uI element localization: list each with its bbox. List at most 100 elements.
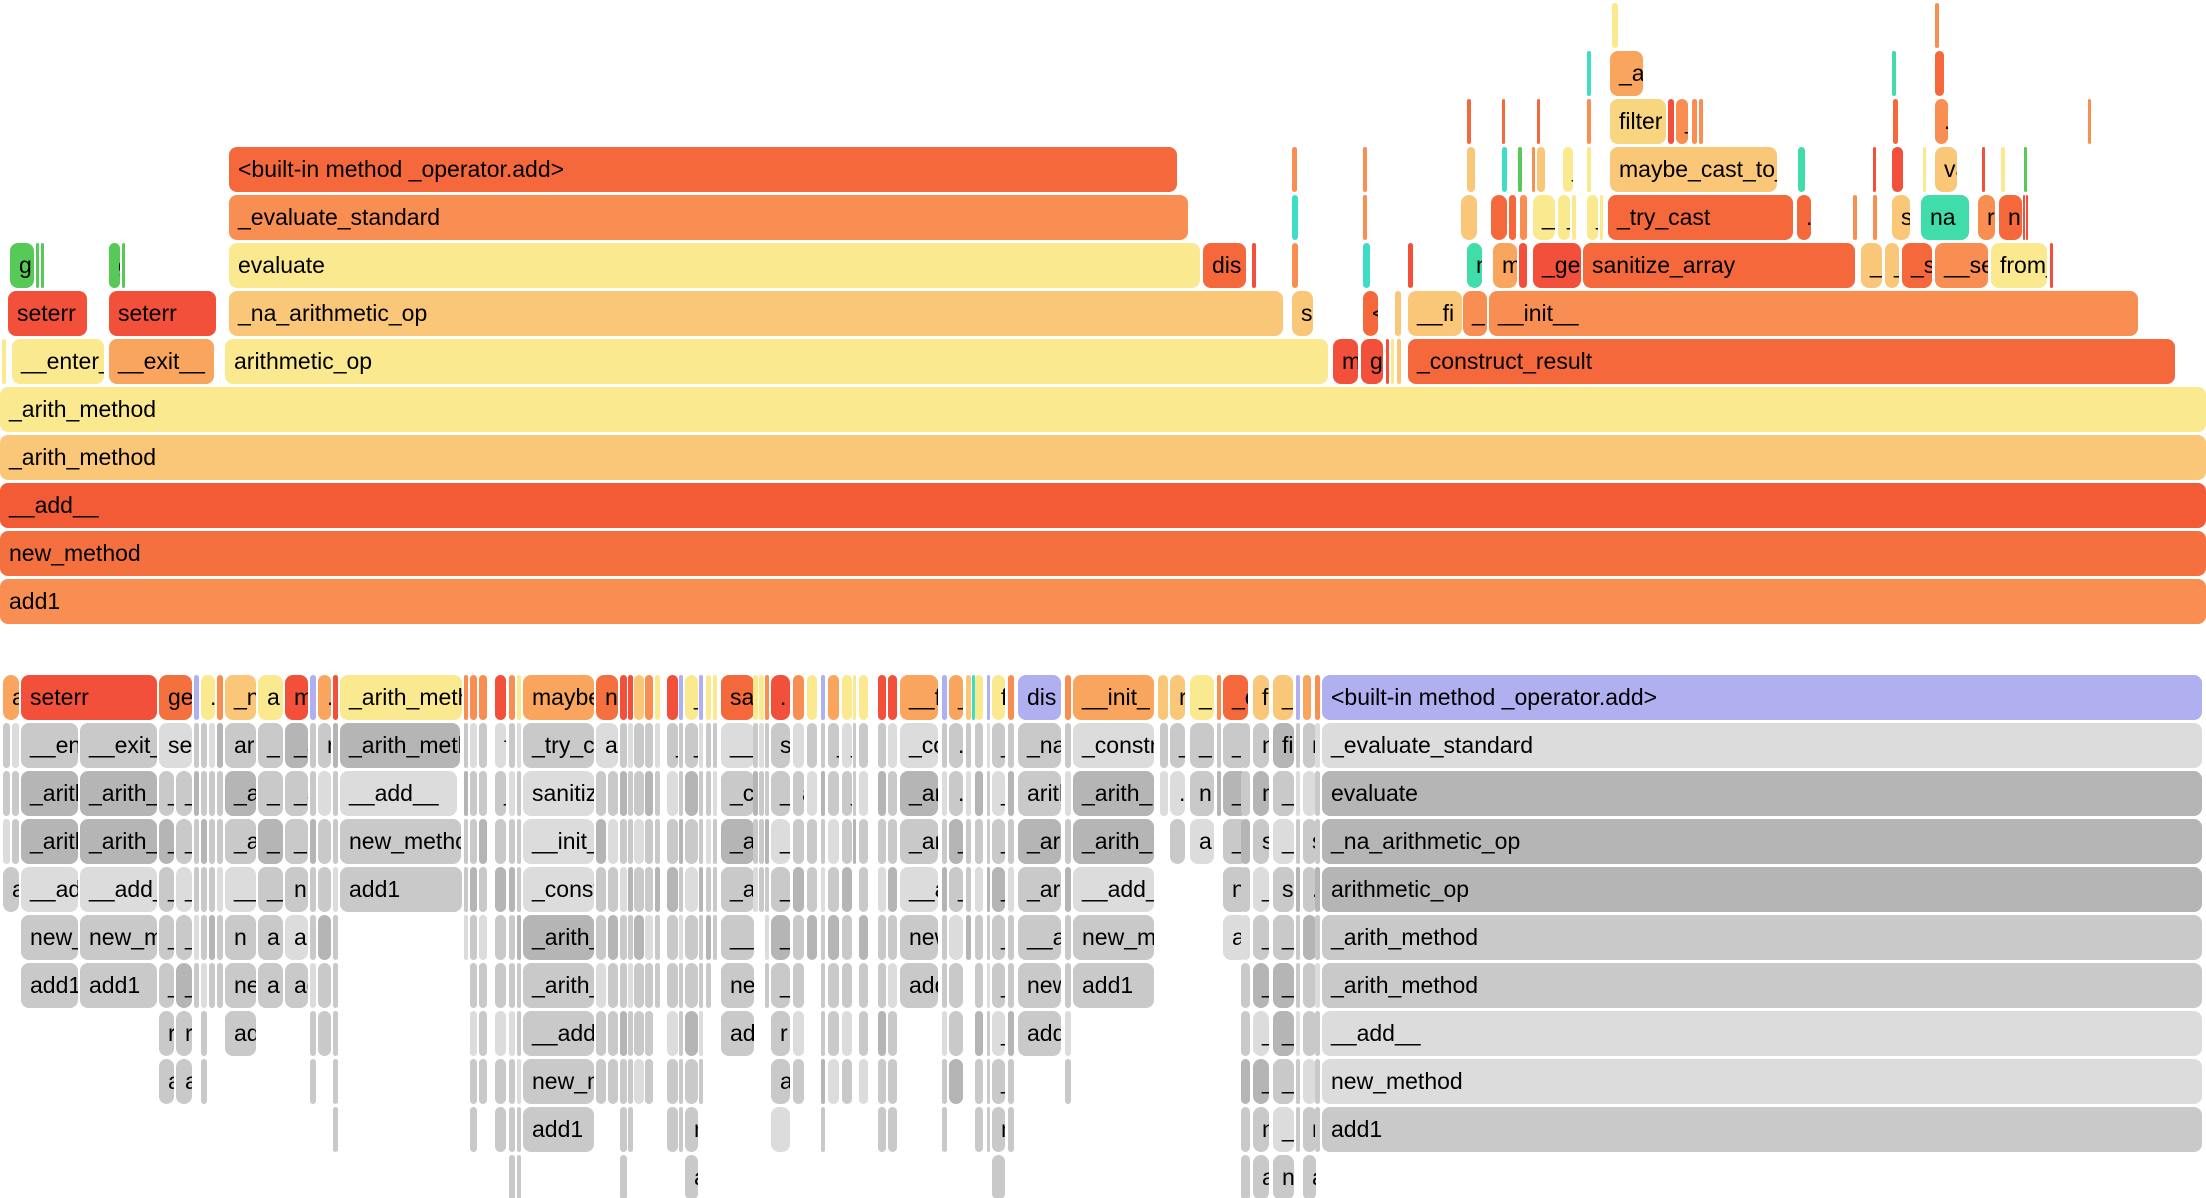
flame-frame[interactable] [966, 819, 971, 864]
flame-frame[interactable] [842, 819, 852, 864]
flame-frame[interactable]: _construct_result [1408, 339, 2175, 384]
flame-frame[interactable] [1252, 243, 1256, 288]
flame-frame[interactable] [470, 1107, 477, 1152]
flame-frame[interactable]: _ [159, 771, 174, 816]
flame-frame[interactable] [628, 963, 633, 1008]
flame-frame[interactable]: __ [225, 867, 256, 912]
flame-frame[interactable] [333, 723, 338, 768]
flame-frame[interactable] [509, 963, 515, 1008]
flame-frame[interactable]: va [1935, 147, 1957, 192]
flame-frame[interactable] [765, 963, 769, 1008]
flame-frame[interactable] [1502, 147, 1507, 192]
flame-frame[interactable] [470, 771, 477, 816]
flame-frame[interactable] [628, 723, 633, 768]
flame-frame[interactable] [1935, 3, 1939, 48]
flame-frame[interactable]: dis [1203, 243, 1246, 288]
flame-frame[interactable] [1008, 1107, 1014, 1152]
flame-frame[interactable]: __add__ [0, 483, 2206, 528]
flame-frame[interactable]: add1 [21, 963, 78, 1008]
flame-frame[interactable] [509, 723, 515, 768]
flame-frame[interactable] [1296, 1011, 1300, 1056]
flame-frame[interactable]: _a [285, 723, 308, 768]
flame-frame[interactable] [949, 915, 963, 960]
flame-frame[interactable]: __add__ [900, 867, 938, 912]
flame-frame[interactable]: a [596, 1059, 606, 1104]
flame-frame[interactable] [318, 771, 331, 816]
flame-frame[interactable]: a [285, 915, 308, 960]
flame-frame[interactable] [596, 819, 606, 864]
flame-frame[interactable] [987, 771, 990, 816]
flame-frame[interactable]: _ge [1533, 243, 1581, 288]
flame-frame[interactable] [987, 675, 990, 720]
flame-frame[interactable] [793, 867, 804, 912]
flame-frame[interactable] [634, 723, 644, 768]
flame-frame[interactable]: _arith_method [0, 435, 2206, 480]
flame-frame[interactable] [679, 675, 683, 720]
flame-frame[interactable]: r [771, 1011, 790, 1056]
flame-frame[interactable]: _ [667, 723, 678, 768]
flame-frame[interactable]: evaluate [229, 243, 1200, 288]
flame-frame[interactable] [699, 771, 703, 816]
flame-frame[interactable] [464, 867, 468, 912]
flame-frame[interactable] [713, 915, 717, 960]
flame-frame[interactable]: _ [1253, 963, 1269, 1008]
flame-frame[interactable] [1296, 675, 1300, 720]
flame-frame[interactable] [517, 723, 521, 768]
flame-frame[interactable] [667, 1059, 678, 1104]
flame-frame[interactable]: _ [771, 915, 790, 960]
flame-frame[interactable]: _ [258, 723, 283, 768]
flame-frame[interactable]: __exit__ [109, 339, 214, 384]
flame-frame[interactable] [685, 867, 698, 912]
flame-frame[interactable]: _ [828, 723, 839, 768]
flame-frame[interactable]: __f [900, 675, 938, 720]
flame-frame[interactable]: r [1303, 1107, 1316, 1152]
flame-frame[interactable] [201, 915, 207, 960]
flame-frame[interactable] [828, 867, 839, 912]
flame-frame[interactable] [1893, 99, 1898, 144]
flame-frame[interactable] [1065, 675, 1071, 720]
flame-frame[interactable] [2026, 195, 2028, 240]
flame-frame[interactable]: _arith_method [1322, 963, 2202, 1008]
flame-frame[interactable] [1873, 147, 1876, 192]
flame-frame[interactable] [753, 867, 758, 912]
flame-frame[interactable] [1692, 99, 1697, 144]
flame-frame[interactable]: _ [771, 867, 790, 912]
flame-frame[interactable] [209, 723, 215, 768]
flame-frame[interactable] [1408, 243, 1413, 288]
flame-frame[interactable] [966, 723, 971, 768]
flame-frame[interactable]: from_ [1991, 243, 2047, 288]
flame-frame[interactable] [1391, 339, 1394, 384]
flame-frame[interactable]: m [1493, 243, 1517, 288]
flame-frame[interactable] [517, 819, 521, 864]
flame-frame[interactable]: _ [771, 819, 790, 864]
flame-frame[interactable] [859, 867, 868, 912]
flame-frame[interactable] [685, 819, 698, 864]
flame-frame[interactable] [679, 1011, 683, 1056]
flame-frame[interactable]: _arith_method [523, 915, 594, 960]
flame-frame[interactable] [793, 723, 804, 768]
flame-frame[interactable] [793, 1011, 804, 1056]
flame-frame[interactable] [713, 771, 717, 816]
flame-frame[interactable] [1587, 99, 1591, 144]
flame-frame[interactable] [470, 963, 477, 1008]
flame-frame[interactable] [713, 675, 717, 720]
flame-frame[interactable] [1600, 195, 1603, 240]
flame-frame[interactable] [1386, 339, 1389, 384]
flame-frame[interactable]: . [1170, 771, 1185, 816]
flame-frame[interactable]: f [479, 723, 487, 768]
flame-frame[interactable] [194, 723, 199, 768]
flame-frame[interactable] [628, 1059, 633, 1104]
flame-frame[interactable]: . [1892, 147, 1903, 192]
flame-frame[interactable] [201, 963, 207, 1008]
flame-frame[interactable] [1292, 195, 1298, 240]
flame-frame[interactable] [667, 1107, 678, 1152]
flame-frame[interactable] [1518, 147, 1522, 192]
flame-frame[interactable] [1296, 1107, 1300, 1152]
flame-frame[interactable] [1008, 867, 1014, 912]
flame-frame[interactable] [310, 1011, 316, 1056]
flame-frame[interactable] [479, 771, 487, 816]
flame-frame[interactable] [859, 963, 868, 1008]
flame-frame[interactable]: _arith_method [225, 819, 256, 864]
flame-frame[interactable] [842, 1059, 852, 1104]
flame-frame[interactable]: _arith_method [1018, 867, 1061, 912]
